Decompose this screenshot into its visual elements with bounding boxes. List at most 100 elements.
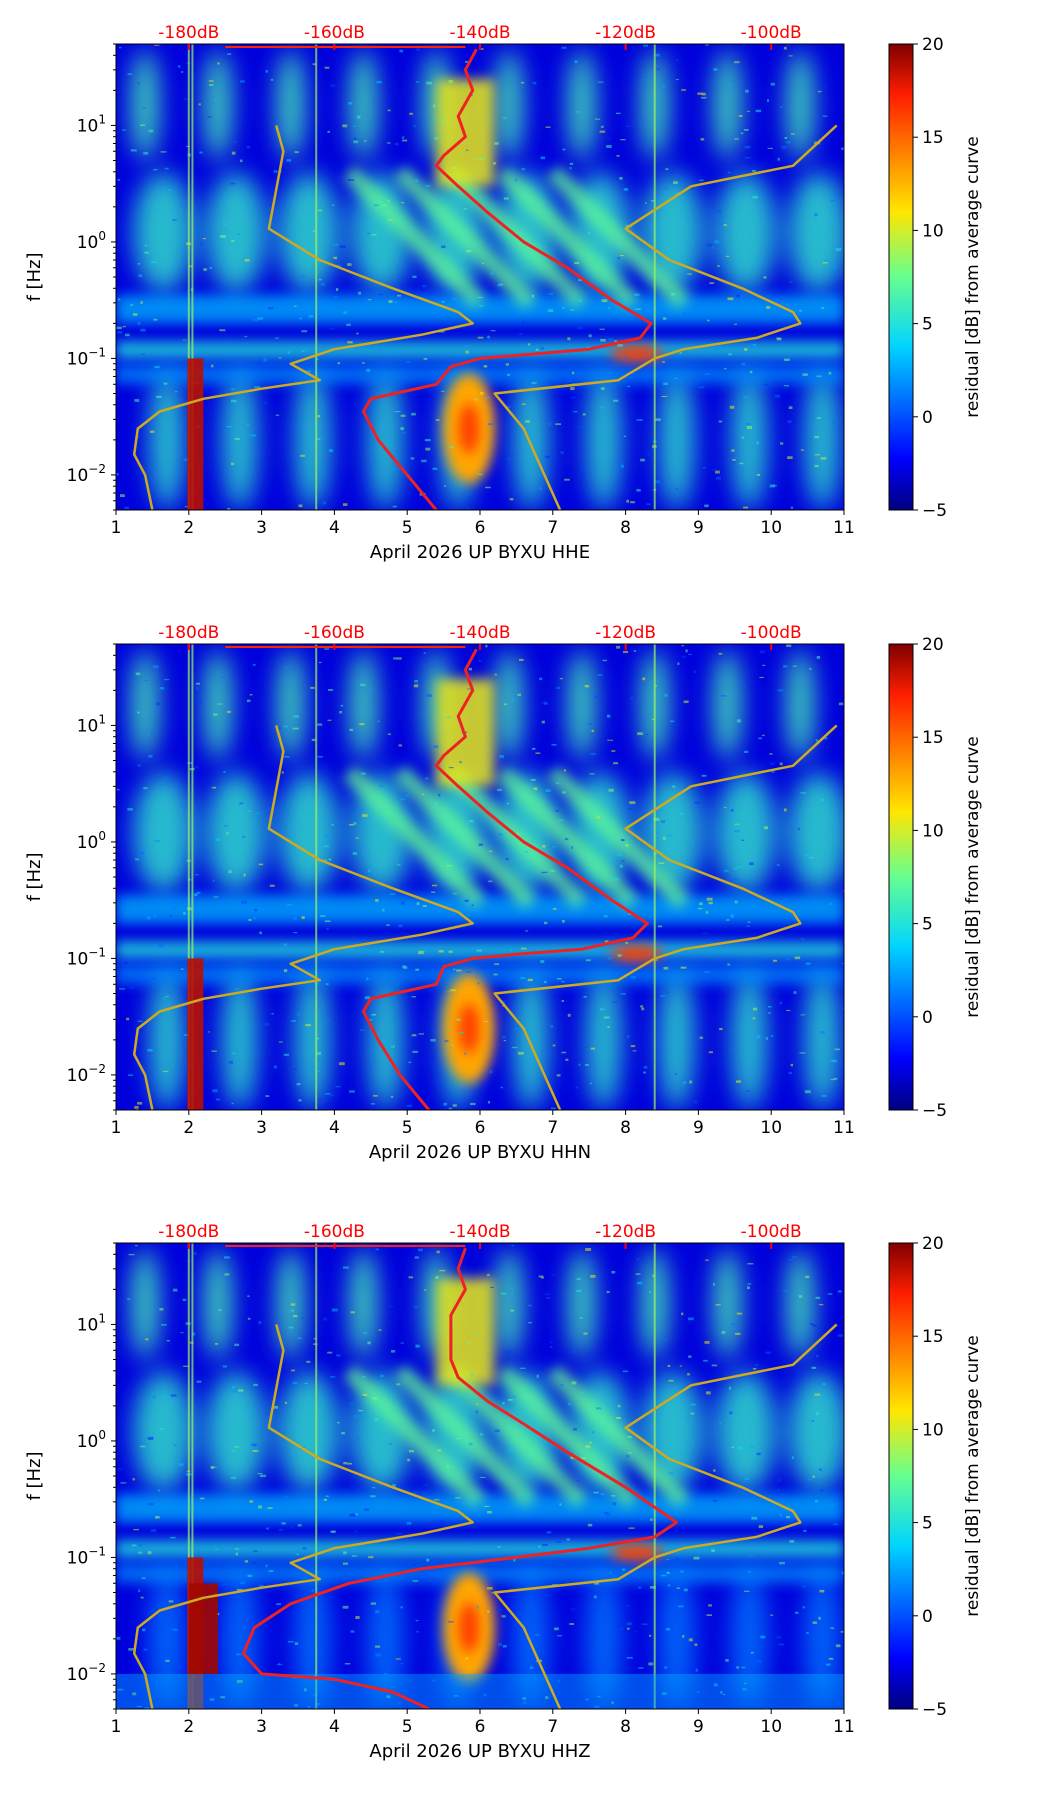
heatmap-pixel [503,197,509,200]
heatmap-pixel [137,1020,143,1022]
x-tick-label: 9 [693,1118,704,1138]
heatmap-pixel [667,1364,671,1367]
heatmap-pixel [602,659,607,662]
heatmap-pixel [441,390,445,392]
heatmap-pixel [520,1367,526,1369]
heatmap-pixel [317,723,323,726]
heatmap-pixel [746,1090,752,1092]
heatmap-blob [713,1248,742,1359]
heatmap-pixel [372,1397,378,1400]
heatmap-pixel [157,944,164,948]
heatmap-blob [567,49,596,160]
heatmap-pixel [142,1628,146,1632]
heatmap-pixel [812,1621,817,1624]
heatmap-pixel [643,1066,648,1069]
heatmap-pixel [541,720,545,724]
heatmap-pixel [527,343,531,346]
y-tick-label: 10−2 [67,1062,106,1086]
heatmap-pixel [140,301,143,304]
heatmap-pixel [674,1072,677,1075]
heatmap-pixel [396,1383,401,1386]
heatmap-pixel [567,337,571,341]
x-tick-label: 6 [475,518,486,538]
heatmap-pixel [252,917,257,920]
y-tick-label: 101 [77,1311,106,1335]
heatmap-pixel [730,1322,737,1326]
heatmap-pixel [210,958,213,961]
heatmap-pixel [231,1385,235,1389]
heatmap-pixel [270,78,274,81]
heatmap-pixel [824,259,831,262]
heatmap-pixel [638,1667,644,1669]
heatmap-pixel [348,1090,355,1093]
x-tick-label: 7 [547,518,558,538]
heatmap-pixel [503,1039,506,1042]
heatmap-pixel [158,1428,165,1430]
heatmap-pixel [197,701,203,705]
heatmap-pixel [294,151,299,154]
heatmap-pixel [531,294,535,298]
heatmap-pixel [579,1317,584,1319]
heatmap-pixel [337,362,340,365]
heatmap-pixel [343,311,347,315]
heatmap-pixel [467,1341,472,1344]
heatmap-pixel [752,170,756,172]
heatmap-pixel [571,846,574,849]
heatmap-pixel [512,1396,516,1398]
heatmap-pixel [820,457,827,460]
heatmap-pixel [506,802,509,805]
heatmap-pixel [331,823,334,826]
heatmap-pixel [322,1317,328,1321]
heatmap-pixel [134,1105,139,1109]
heatmap-pixel [451,297,458,301]
heatmap-pixel [162,1070,169,1073]
heatmap-pixel [809,857,814,859]
heatmap-pixel [266,1527,269,1530]
heatmap-pixel [406,1104,412,1108]
heatmap-pixel [367,232,370,235]
heatmap-pixel [680,966,687,969]
heatmap-pixel [180,71,184,73]
heatmap-pixel [808,771,814,774]
heatmap-pixel [490,330,496,332]
heatmap-pixel [728,1386,732,1390]
heatmap-pixel [815,739,818,742]
heatmap-pixel [533,787,538,790]
heatmap-pixel [744,156,751,159]
heatmap-pixel [390,1349,396,1353]
heatmap-pixel [791,1456,795,1459]
heatmap-pixel [316,1702,321,1706]
heatmap-pixel [315,1051,322,1055]
heatmap-pixel [626,499,630,503]
heatmap-pixel [324,920,331,923]
heatmap-pixel [177,65,181,68]
heatmap-pixel [814,464,819,468]
heatmap-pixel [830,1079,835,1081]
heatmap-pixel [390,1095,394,1098]
heatmap-pixel [606,145,612,148]
heatmap-pixel [755,1364,759,1366]
heatmap-pixel [358,1410,363,1412]
heatmap-pixel [172,1288,178,1292]
heatmap-pixel [318,278,322,281]
heatmap-pixel [128,1253,135,1256]
heatmap-blob [786,649,815,760]
heatmap-pixel [257,1473,263,1475]
heatmap-pixel [545,126,551,128]
heatmap-pixel [486,896,491,899]
heatmap-pixel [136,435,140,439]
heatmap-pixel [558,819,564,821]
heatmap-pixel [138,274,143,277]
noise-model-line [493,1323,838,1709]
heatmap-pixel [702,932,707,934]
heatmap-blob [786,49,815,160]
heatmap-pixel [446,716,451,719]
heatmap-pixel [625,843,629,847]
heatmap-pixel [368,1556,374,1559]
heatmap-pixel [130,304,134,306]
heatmap-pixel [302,1547,307,1550]
heatmap-pixel [555,423,562,425]
heatmap-pixel [779,762,783,766]
heatmap-pixel [390,1668,394,1670]
heatmap-pixel [680,1570,684,1573]
